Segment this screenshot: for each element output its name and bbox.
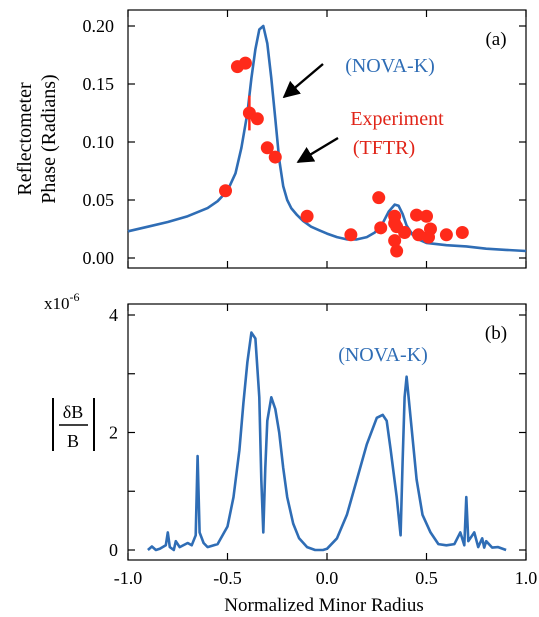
ylabel-numerator: δB [63, 402, 84, 422]
experiment-point [388, 234, 402, 248]
experiment-point [423, 222, 437, 236]
y-scale-exponent: -6 [70, 290, 80, 304]
panel-a-plot-area [127, 24, 527, 258]
panel-b-ylabel: δB B [52, 398, 95, 451]
experiment-point [398, 225, 412, 239]
x-axis-label: Normalized Minor Radius [224, 595, 423, 616]
experiment-point [260, 141, 274, 155]
experiment-point [410, 208, 424, 222]
y-tick-label: 0 [109, 540, 118, 560]
ylabel-denominator: B [67, 431, 79, 451]
panel-b-label: (b) [485, 323, 507, 344]
experiment-point [420, 209, 433, 223]
experiment-point [300, 209, 314, 223]
y-tick-label: 0.10 [83, 132, 115, 152]
experiment-point [412, 228, 426, 242]
panel-a-ticks [127, 10, 527, 268]
experiment-point [374, 221, 388, 235]
nova-k-curve-a [127, 24, 527, 253]
panel-b-y-tick-labels: 4 2 0 [109, 305, 118, 560]
x-tick-label: -1.0 [114, 568, 143, 588]
y-scale-factor: x10-6 [44, 290, 80, 313]
y-tick-label: 0.05 [83, 190, 115, 210]
x-tick-labels: -1.0 -0.5 0.0 0.5 1.0 [114, 568, 538, 588]
x-tick-label: 0.0 [316, 568, 339, 588]
experiment-label-line2: (TFTR) [353, 137, 415, 159]
experiment-point [238, 56, 252, 70]
x-tick-label: 0.5 [415, 568, 438, 588]
panel-b: 4 2 0 x10-6 δB B (b) (NOVA-K) [44, 290, 527, 561]
x-tick-label: 1.0 [515, 568, 538, 588]
arrow-icon [296, 136, 339, 164]
experiment-point [390, 244, 404, 258]
panel-b-ticks [127, 304, 527, 560]
panel-a-label: (a) [485, 29, 506, 50]
experiment-point [439, 228, 453, 242]
y-scale-base: x10 [44, 294, 70, 313]
y-tick-label: 0.00 [83, 248, 115, 268]
y-tick-label: 4 [109, 305, 118, 325]
nova-k-curve-b [147, 331, 507, 552]
experiment-point [344, 228, 358, 242]
experiment-point [455, 225, 469, 239]
panel-a-ylabel-line1: Reflectometer [14, 82, 36, 196]
experiment-point [250, 112, 264, 126]
nova-k-label-a: (NOVA-K) [345, 55, 435, 77]
arrow-icon [282, 63, 324, 99]
panel-a-y-tick-labels: 0.20 0.15 0.10 0.05 0.00 [83, 16, 115, 268]
panel-a: 0.20 0.15 0.10 0.05 0.00 Reflectometer P… [14, 9, 527, 269]
x-tick-label: -0.5 [213, 568, 242, 588]
y-tick-label: 2 [109, 423, 118, 443]
panel-a-ylabel-line2: Phase (Radians) [38, 74, 60, 203]
y-tick-label: 0.20 [83, 16, 115, 36]
experiment-point [372, 191, 386, 205]
y-tick-label: 0.15 [83, 74, 115, 94]
nova-k-label-b: (NOVA-K) [338, 344, 428, 366]
experiment-point [268, 150, 282, 164]
experiment-points [219, 56, 469, 258]
experiment-label-line1: Experiment [350, 108, 444, 130]
experiment-point [219, 184, 233, 198]
